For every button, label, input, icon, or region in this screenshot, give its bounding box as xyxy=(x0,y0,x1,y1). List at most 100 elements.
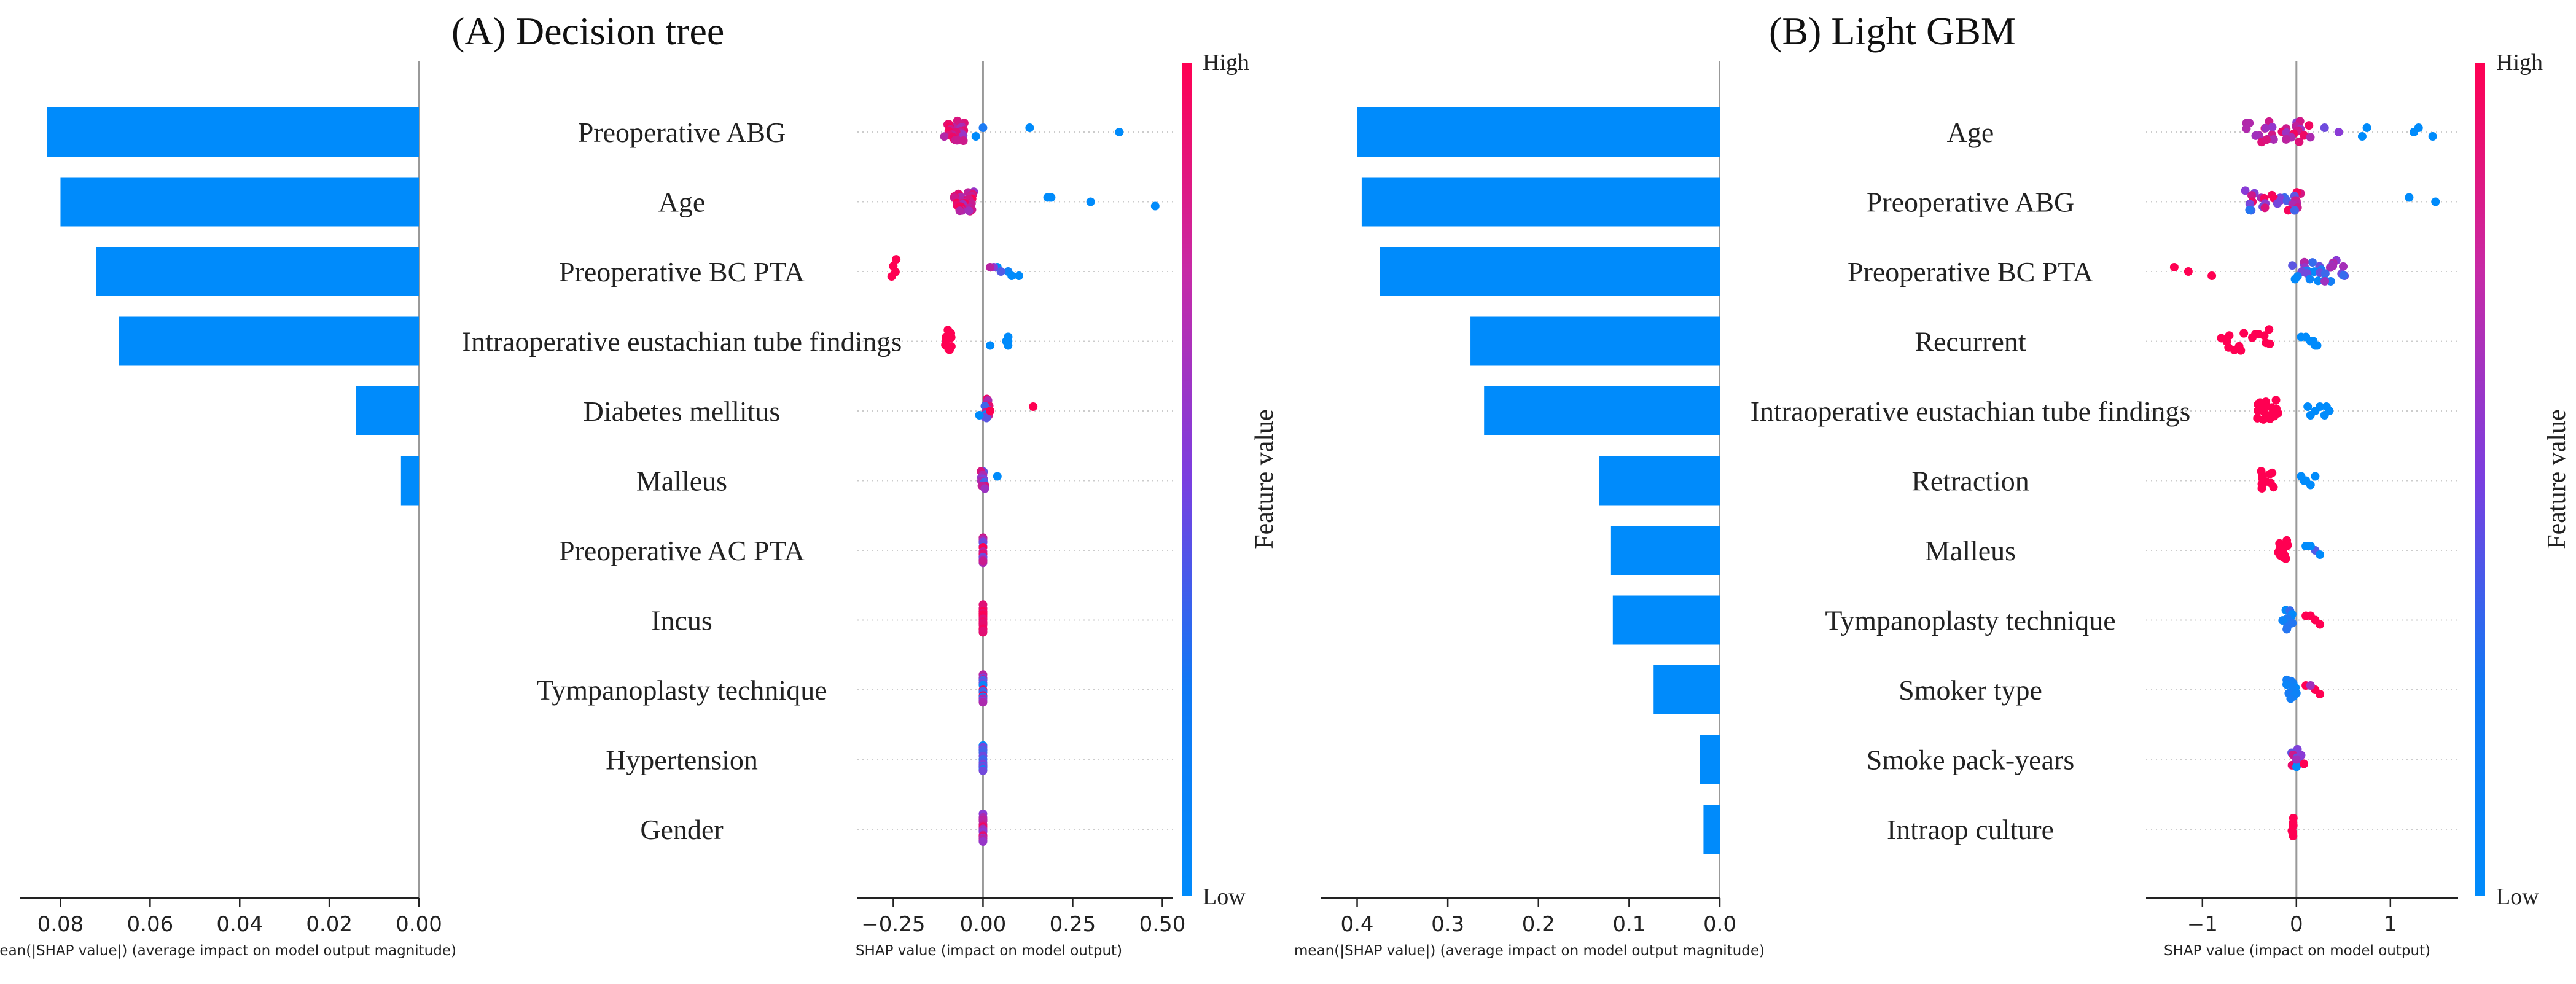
panel-b-swarm-dot xyxy=(2405,193,2414,202)
panel-a-swarm-dot xyxy=(978,556,988,566)
panel-a-swarm-xtick-label: 0.00 xyxy=(960,912,1007,937)
panel-a-colorbar xyxy=(1182,63,1192,896)
panel-a-xtick-label: 0.02 xyxy=(306,912,353,937)
panel-b-swarm-dot xyxy=(2290,206,2299,215)
panel-b-swarm-xtick-label: −1 xyxy=(2187,912,2218,937)
panel-a-swarm-dot xyxy=(887,272,896,281)
panel-a-feature-label: Malleus xyxy=(636,466,727,497)
panel-b-feature-label: Recurrent xyxy=(1914,326,2026,357)
panel-b-swarm-dot xyxy=(2284,206,2293,215)
panel-a-bar xyxy=(60,177,420,227)
panel-b-feature-label: Tympanoplasty technique xyxy=(1825,605,2115,636)
panel-b-swarm-dot xyxy=(2265,469,2274,478)
panel-b-bar xyxy=(1470,316,1720,366)
panel-b-swarm-dot xyxy=(2311,472,2320,481)
panel-a-feature-label: Age xyxy=(658,187,706,218)
panel-b-bar-chart: 0.4 0.3 0.2 0.1 0.0 xyxy=(1321,61,1736,937)
panel-b-swarm-dot xyxy=(2306,133,2315,142)
panel-b-swarm-dot xyxy=(2314,276,2323,286)
panel-b-swarm-dot xyxy=(2236,346,2246,355)
panel-b-swarm-dot xyxy=(2261,123,2270,133)
panel-b-feature-label: Preoperative ABG xyxy=(1867,187,2075,218)
panel-b-swarm-dot xyxy=(2290,275,2300,284)
panel-b-swarm-xtick-label: 1 xyxy=(2384,912,2397,937)
panel-a-feature-label: Preoperative BC PTA xyxy=(559,256,805,287)
panel-b-feature-label: Age xyxy=(1947,117,1994,148)
panel-b-colorbar-label: Feature value xyxy=(2543,409,2571,549)
panel-b-swarm-dot xyxy=(2339,271,2348,280)
panel-a-swarm-dot xyxy=(945,345,954,354)
panel-b-swarm-dot xyxy=(2339,262,2348,271)
panel-a-swarm-xlabel: SHAP value (impact on model output) xyxy=(856,943,1122,959)
panel-b-colorbar-low: Low xyxy=(2496,884,2539,910)
panel-b-xtick-label: 0.4 xyxy=(1340,912,1373,937)
panel-b-swarm-dot xyxy=(2265,339,2274,348)
panel-b-swarm-dot xyxy=(2257,483,2266,493)
panel-a-swarm-dot xyxy=(1014,271,1023,280)
panel-b-swarm-dot xyxy=(2207,271,2217,280)
panel-b-swarm-dot xyxy=(2169,263,2179,271)
panel-b-swarm-dot xyxy=(2259,415,2268,424)
panel-b-swarm-dot xyxy=(2268,123,2277,132)
panel-b-swarm-dot xyxy=(2248,333,2257,342)
panel-b-title: (B) Light GBM xyxy=(1769,9,2016,53)
panel-b-swarm-dot xyxy=(2265,325,2274,334)
panel-b-swarm-dot xyxy=(2281,554,2290,563)
panel-b-swarm-dot xyxy=(2306,611,2315,620)
panel-b-bar xyxy=(1599,456,1720,506)
panel-b-swarm-dot xyxy=(2431,197,2440,206)
panel-a-bar-chart: 0.08 0.06 0.04 0.02 0.00 xyxy=(20,61,442,937)
panel-a-swarm-dot xyxy=(1086,197,1095,206)
panel-b-bar xyxy=(1380,247,1720,296)
panel-b-feature-label: Smoker type xyxy=(1899,674,2042,706)
panel-b-swarm-dot xyxy=(2313,341,2322,350)
panel-a-swarm-dot xyxy=(1115,128,1124,136)
panel-b-swarm-dot xyxy=(2316,402,2325,411)
panel-a-swarm-dot xyxy=(978,837,988,846)
panel-b-swarm-xlabel: SHAP value (impact on model output) xyxy=(2164,943,2430,959)
panel-a-xtick-label: 0.06 xyxy=(127,912,174,937)
panel-b-swarm-dot xyxy=(2273,199,2282,208)
panel-a-feature-labels: Preoperative ABG Age Preoperative BC PTA In… xyxy=(462,117,902,845)
panel-b-swarm-dot xyxy=(2271,396,2281,405)
panel-a-swarm-dot xyxy=(971,132,980,141)
panel-b-swarm-dot xyxy=(2295,137,2304,146)
panel-b-colorbar xyxy=(2475,63,2485,896)
panel-a-feature-label: Hypertension xyxy=(606,744,758,776)
panel-b-swarm-dot xyxy=(2303,402,2313,411)
panel-b-swarm-dot xyxy=(2239,329,2249,338)
panel-a-beeswarm: −0.25 0.00 0.25 0.50 xyxy=(857,61,1185,937)
panel-a-swarm-dot xyxy=(1004,337,1013,346)
panel-a-swarm-dot xyxy=(978,627,988,636)
panel-a-bar xyxy=(400,456,419,506)
panel-b-swarm-dot xyxy=(2254,406,2263,415)
panel-a-swarm-dot xyxy=(978,698,988,707)
panel-a-xtick-label: 0.00 xyxy=(396,912,442,937)
panel-a-feature-label: Tympanoplasty technique xyxy=(536,674,827,706)
panel-a-swarm-dot xyxy=(955,206,964,216)
panel-b-feature-label: Retraction xyxy=(1911,466,2029,497)
panel-a-feature-label: Diabetes mellitus xyxy=(584,396,781,427)
panel-b-swarm-xtick-label: 0 xyxy=(2290,912,2303,937)
panel-b-bar xyxy=(1700,735,1720,784)
panel-b-swarm-dot xyxy=(2230,345,2239,354)
panel-b-swarm-dot xyxy=(2184,267,2193,276)
panel-b-swarm-dot xyxy=(2247,191,2257,200)
panel-a-swarm-dot xyxy=(993,472,1002,481)
panel-a-bar xyxy=(47,107,419,157)
panel-b-swarm-dot xyxy=(2286,694,2295,703)
panel-a-feature-label: Intraoperative eustachian tube findings xyxy=(462,326,902,357)
panel-b-swarm-dot xyxy=(2306,411,2315,420)
panel-b-swarm-dot xyxy=(2282,625,2292,634)
panel-a-bar xyxy=(356,386,419,435)
panel-b-bar xyxy=(1703,805,1720,854)
panel-a-feature-label: Preoperative ABG xyxy=(578,117,786,148)
panel-a-title: (A) Decision tree xyxy=(451,9,724,53)
panel-b-swarm-dot xyxy=(2308,258,2317,267)
panel-b-swarm-dot xyxy=(2305,275,2314,284)
panel-a-feature-label: Preoperative AC PTA xyxy=(559,535,805,566)
panel-b-swarm-dot xyxy=(2245,205,2254,214)
panel-a-colorbar-high: High xyxy=(1203,50,1249,76)
panel-b-swarm-dot xyxy=(2320,269,2330,278)
